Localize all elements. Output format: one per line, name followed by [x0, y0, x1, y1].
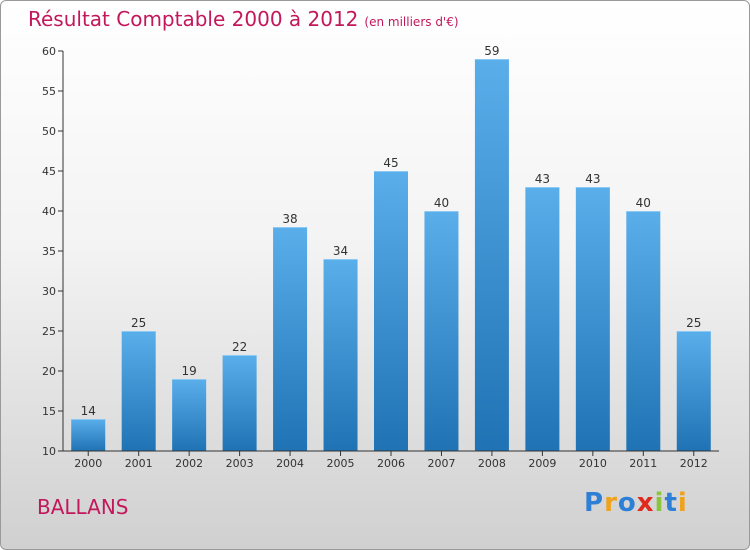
y-tick-label: 40 — [42, 205, 56, 218]
y-tick-label: 10 — [42, 445, 56, 458]
value-label: 34 — [333, 244, 348, 258]
value-label: 43 — [585, 172, 600, 186]
value-label: 25 — [686, 316, 701, 330]
value-label: 25 — [131, 316, 146, 330]
bar — [222, 355, 257, 451]
bar — [172, 379, 207, 451]
bar — [626, 211, 661, 451]
bar — [121, 331, 156, 451]
x-tick-label: 2007 — [427, 457, 455, 470]
value-label: 19 — [182, 364, 197, 378]
x-tick-label: 2001 — [125, 457, 153, 470]
bar — [374, 171, 408, 451]
value-label: 22 — [232, 340, 247, 354]
x-tick-label: 2011 — [629, 457, 657, 470]
value-label: 45 — [383, 156, 398, 170]
y-tick-label: 55 — [42, 85, 56, 98]
y-tick-label: 60 — [42, 45, 56, 58]
chart-title: Résultat Comptable 2000 à 2012 (en millie… — [28, 7, 459, 31]
x-tick-label: 2000 — [74, 457, 102, 470]
value-label: 40 — [636, 196, 651, 210]
x-tick-label: 2002 — [175, 457, 203, 470]
bar — [323, 259, 358, 451]
x-tick-label: 2010 — [579, 457, 607, 470]
value-label: 38 — [282, 212, 297, 226]
title-text: Résultat Comptable 2000 à 2012 — [28, 7, 359, 31]
logo-letter: i — [654, 488, 665, 518]
x-tick-label: 2003 — [226, 457, 254, 470]
logo-letter: t — [664, 488, 678, 518]
y-tick-label: 25 — [42, 325, 56, 338]
y-tick-label: 30 — [42, 285, 56, 298]
y-tick-label: 15 — [42, 405, 56, 418]
x-tick-label: 2006 — [377, 457, 405, 470]
x-tick-label: 2008 — [478, 457, 506, 470]
logo-letter: i — [677, 488, 688, 518]
x-tick-label: 2009 — [528, 457, 556, 470]
bar — [676, 331, 711, 451]
bar — [474, 59, 509, 451]
value-label: 59 — [484, 44, 499, 58]
x-tick-label: 2004 — [276, 457, 304, 470]
y-tick-label: 50 — [42, 125, 56, 138]
logo-letter: o — [617, 488, 637, 518]
value-label: 43 — [535, 172, 550, 186]
bar — [525, 187, 560, 451]
logo-letter: x — [636, 488, 655, 518]
y-tick-label: 20 — [42, 365, 56, 378]
value-label: 40 — [434, 196, 449, 210]
bar — [575, 187, 610, 451]
logo-letter: r — [604, 488, 618, 518]
bar — [424, 211, 459, 451]
x-tick-label: 2012 — [680, 457, 708, 470]
commune-name: BALLANS — [37, 495, 129, 519]
value-label: 14 — [81, 404, 96, 418]
y-tick-label: 45 — [42, 165, 56, 178]
chart-subtitle: (en milliers d'€) — [364, 15, 459, 29]
bar — [71, 419, 106, 451]
x-tick-label: 2005 — [327, 457, 355, 470]
y-tick-label: 35 — [42, 245, 56, 258]
logo-letter: P — [584, 488, 605, 518]
proxiti-logo: Proxiti — [584, 488, 688, 518]
bar — [273, 227, 308, 451]
